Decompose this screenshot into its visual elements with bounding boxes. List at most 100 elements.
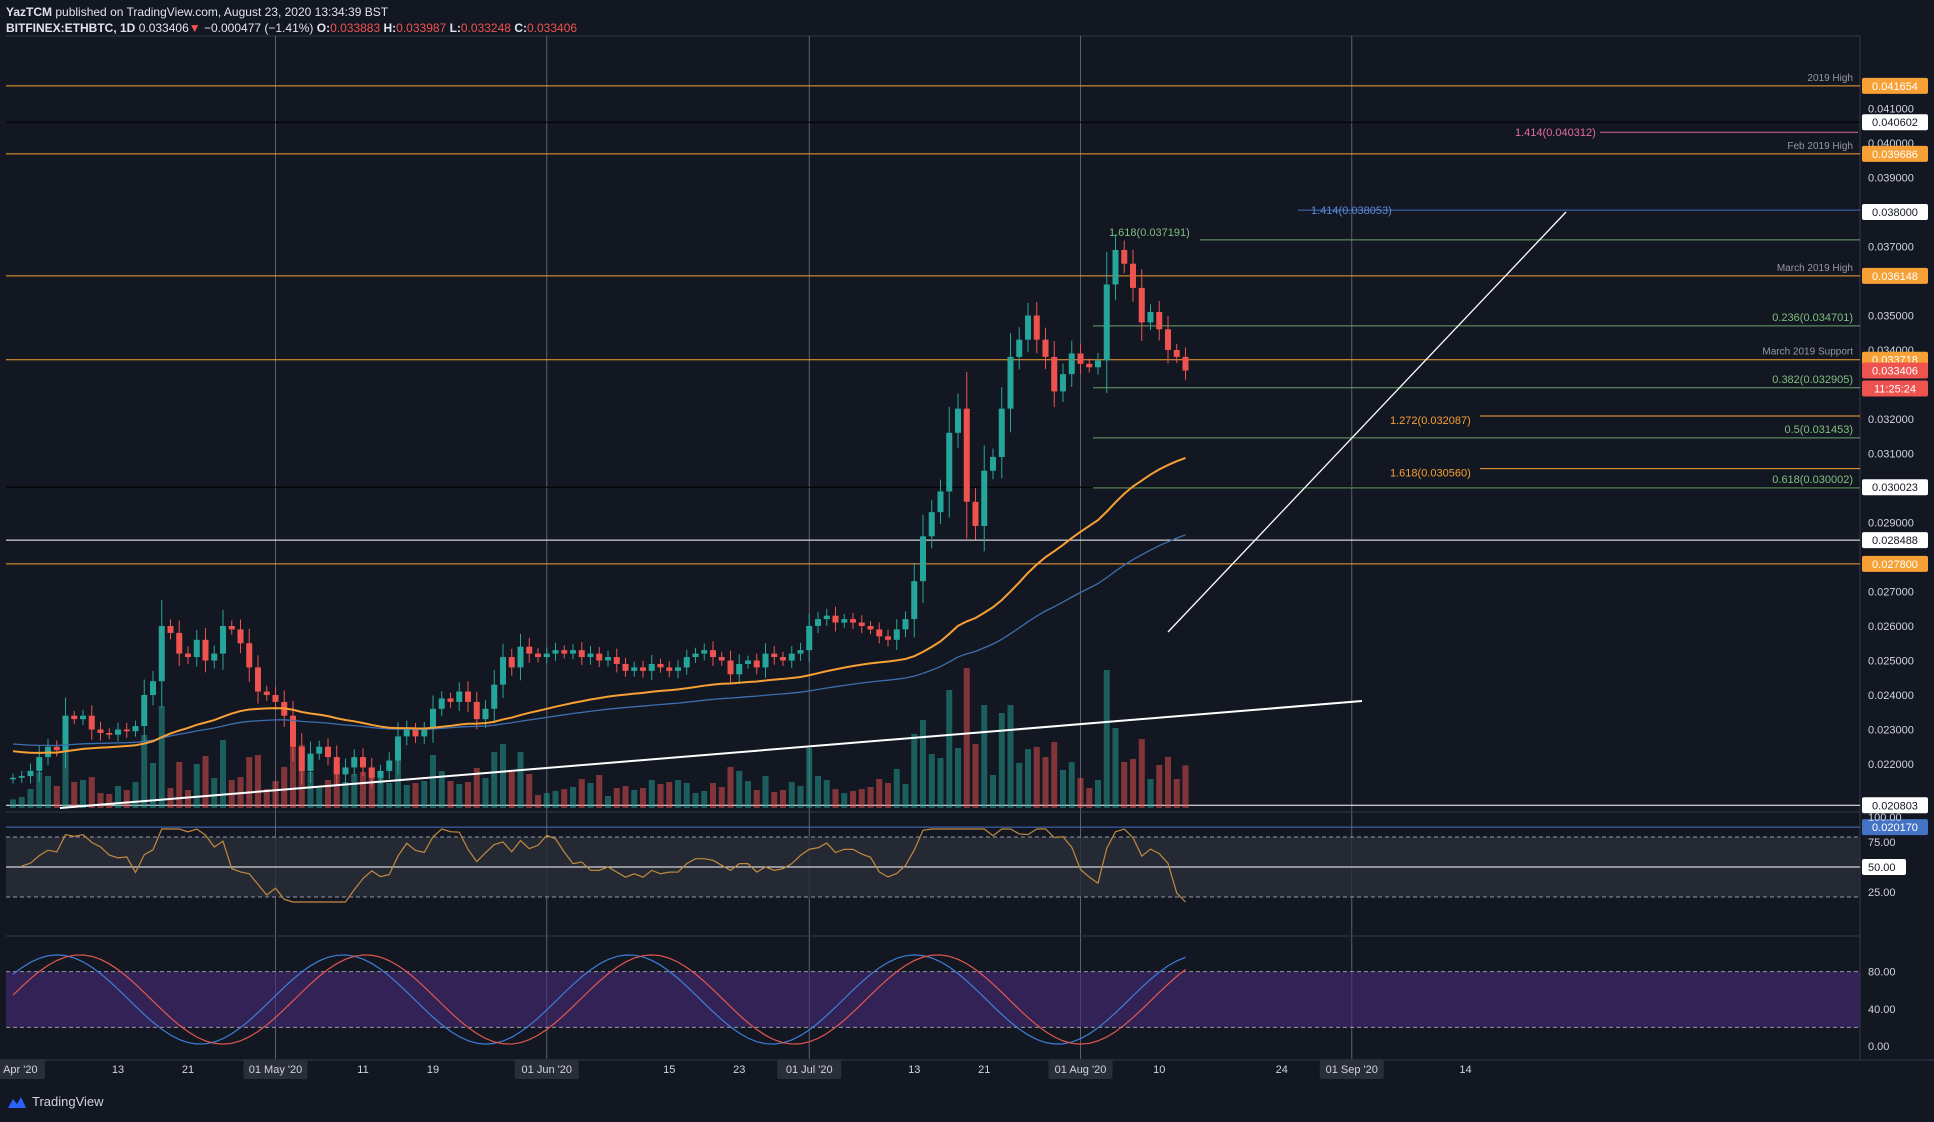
candle-body <box>508 657 515 668</box>
candle-body <box>158 626 165 682</box>
fib-extension-label: 1.618(0.030560) <box>1390 468 1471 480</box>
candle-body <box>648 663 655 671</box>
candle-body <box>228 626 235 630</box>
volume-bar <box>360 772 366 808</box>
candle-body <box>1007 356 1014 409</box>
volume-bar <box>1112 728 1119 808</box>
volume-bar <box>613 788 620 808</box>
price-label-box <box>1862 362 1928 379</box>
volume-bar <box>1025 749 1031 808</box>
rsi-level: 75.00 <box>1868 837 1896 849</box>
candle-body <box>185 653 191 658</box>
volume-bar <box>858 789 865 808</box>
candle-body <box>1033 315 1040 340</box>
price-label-box <box>1862 145 1928 162</box>
candle-body <box>1086 363 1093 368</box>
volume-bar <box>631 790 638 808</box>
volume-bar <box>412 783 419 808</box>
volume-bar <box>456 784 463 808</box>
candle-body <box>88 715 95 730</box>
stoch-level: 0.00 <box>1868 1041 1889 1053</box>
volume-bar <box>1007 705 1014 808</box>
volume-bar <box>10 799 16 808</box>
x-axis-tick: 21 <box>978 1064 990 1076</box>
symbol[interactable]: BITFINEX:ETHBTC, 1D <box>6 21 136 35</box>
volume-bar <box>972 744 979 808</box>
volume-bar <box>141 735 148 808</box>
x-axis-month-box <box>243 1059 308 1079</box>
price-label-box <box>1862 555 1928 572</box>
publisher[interactable]: YazTCM <box>6 5 53 19</box>
candle-body <box>368 767 375 778</box>
candle-body <box>272 695 279 702</box>
volume-bar <box>850 791 856 808</box>
volume-bar <box>998 713 1005 808</box>
brand-name[interactable]: TradingView <box>32 1094 104 1109</box>
volume-bar <box>797 786 804 808</box>
down-arrow-icon: ▼ <box>188 21 201 35</box>
volume-bar <box>1042 757 1049 808</box>
high-value: 0.033987 <box>396 21 447 35</box>
volume-bar <box>132 782 139 808</box>
chart-header: YazTCM published on TradingView.com, Aug… <box>6 5 578 35</box>
level-label: Feb 2019 High <box>1787 141 1853 152</box>
candle-body <box>377 770 384 778</box>
y-axis-tick: 0.023000 <box>1868 725 1914 737</box>
candle-body <box>1165 329 1171 350</box>
candle-body <box>386 760 393 771</box>
y-axis-tick: 0.032000 <box>1868 414 1914 426</box>
candle-body <box>955 408 961 433</box>
candle-body <box>657 663 664 668</box>
candle-body <box>570 650 576 654</box>
volume-bar <box>1138 739 1145 808</box>
volume-bar <box>508 772 515 808</box>
candle-body <box>788 653 795 661</box>
volume-bar <box>18 797 25 808</box>
candle-body <box>421 729 428 737</box>
volume-bar <box>823 780 830 808</box>
candle-body <box>1130 263 1136 288</box>
open-value: 0.033883 <box>330 21 381 35</box>
volume-bar <box>1121 762 1128 808</box>
y-axis-tick: 0.025000 <box>1868 656 1914 668</box>
rsi-level: 25.00 <box>1868 887 1896 899</box>
candle-body <box>990 456 996 471</box>
x-axis-month-box <box>514 1059 579 1079</box>
candle-body <box>403 729 410 737</box>
volume-bar <box>123 790 130 808</box>
y-axis-tick: 0.039000 <box>1868 173 1914 185</box>
volume-bar <box>316 788 323 808</box>
volume-bar <box>491 752 498 808</box>
candle-body <box>815 619 821 626</box>
candle-body <box>18 776 25 778</box>
volume-bar <box>430 755 436 808</box>
volume-bar <box>342 782 349 808</box>
candle-body <box>80 715 86 720</box>
candle-body <box>246 643 253 668</box>
candle-body <box>123 729 130 732</box>
x-axis-month-box <box>777 1059 842 1079</box>
candle-body <box>500 657 506 685</box>
volume-bar <box>990 775 996 808</box>
rsi-level: 100.00 <box>1868 812 1902 824</box>
volume-bar <box>946 690 953 808</box>
x-axis-month-box <box>1319 1059 1384 1079</box>
close-value: 0.033406 <box>526 21 578 35</box>
x-axis-tick: 11 <box>357 1064 368 1076</box>
candle-body <box>456 691 463 702</box>
candle-body <box>10 777 16 780</box>
candle-body <box>255 667 261 692</box>
candle-body <box>316 746 323 754</box>
price-pane <box>6 36 1860 808</box>
volume-bar <box>1086 788 1093 808</box>
candle-body <box>753 660 760 668</box>
candle-body <box>1147 312 1154 323</box>
volume-bar <box>333 766 340 808</box>
stoch-d-line <box>12 954 1186 1045</box>
volume-bar <box>255 755 261 808</box>
candle-body <box>1042 339 1049 357</box>
candle-body <box>517 646 524 668</box>
price-label-box <box>1862 479 1928 496</box>
tradingview-logo-icon <box>8 1096 26 1108</box>
